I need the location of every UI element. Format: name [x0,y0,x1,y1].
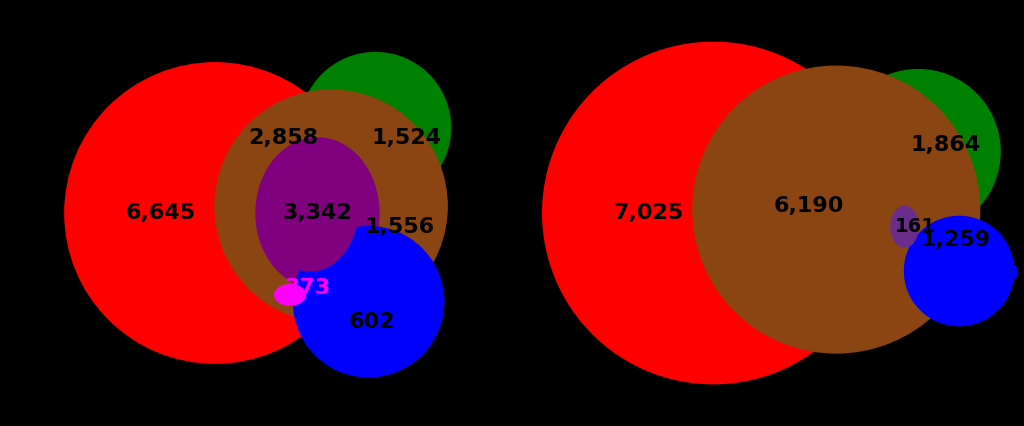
Circle shape [693,66,980,353]
Text: 6,645: 6,645 [125,203,196,223]
Circle shape [294,227,443,377]
Ellipse shape [263,141,358,271]
Text: 1,524: 1,524 [371,128,441,148]
Ellipse shape [891,206,919,247]
Text: 602: 602 [349,312,395,332]
Circle shape [300,52,451,203]
Text: 373: 373 [284,278,331,298]
Circle shape [65,63,366,363]
Circle shape [837,69,1000,233]
Ellipse shape [256,138,379,288]
Text: 2,858: 2,858 [248,128,318,148]
Text: 349: 349 [974,265,1020,285]
Circle shape [543,42,884,384]
Text: 6,190: 6,190 [774,196,844,216]
Circle shape [215,90,447,322]
Text: 1,259: 1,259 [921,230,991,250]
Text: 7,025: 7,025 [613,203,684,223]
Circle shape [904,216,1014,325]
Text: 161: 161 [894,217,935,236]
Text: 3,342: 3,342 [283,203,352,223]
Text: 1,864: 1,864 [910,135,981,155]
Ellipse shape [274,285,305,305]
Text: 1,556: 1,556 [365,217,434,237]
